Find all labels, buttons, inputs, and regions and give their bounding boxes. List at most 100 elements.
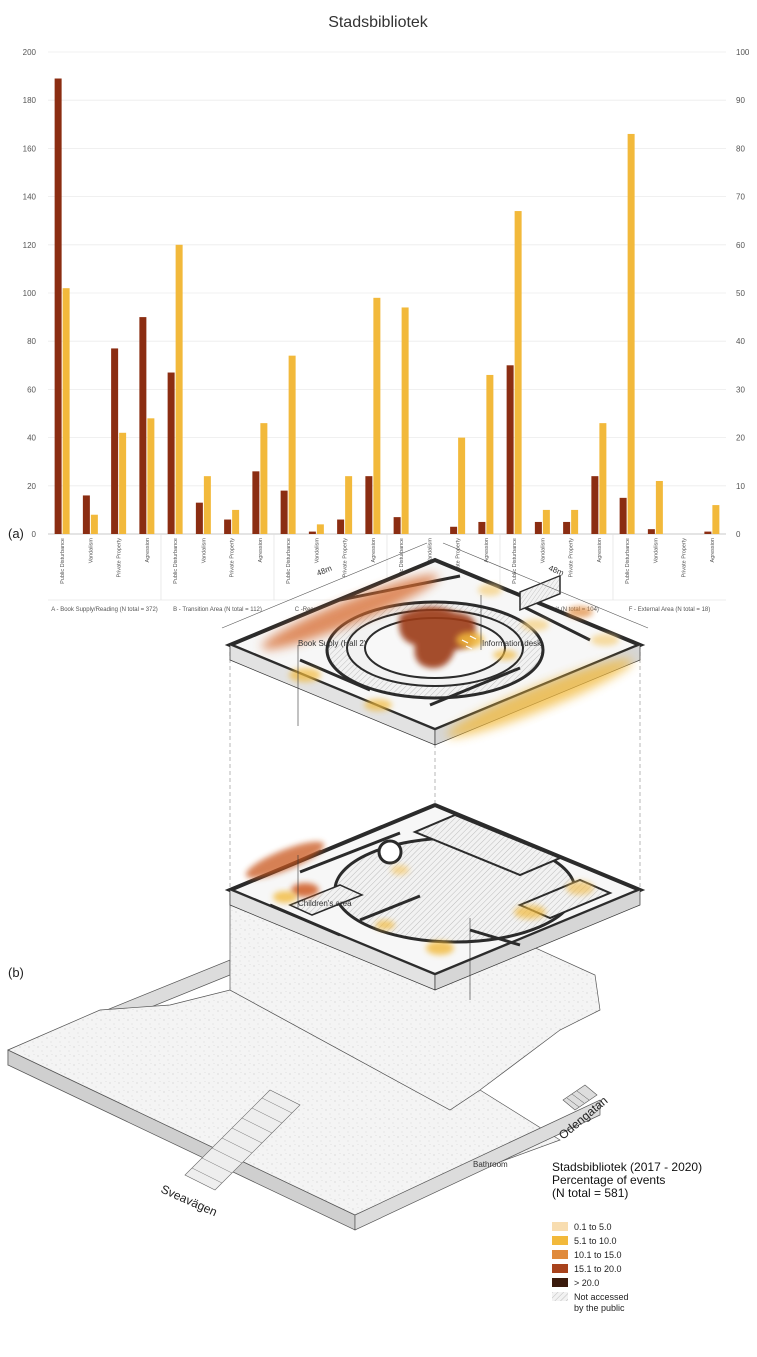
category-label: Private Property (343, 538, 349, 578)
bar-percentage (542, 509, 550, 534)
group-label: B - Transition Area (N total = 112) (173, 607, 262, 613)
group-label: A - Book Supply/Reading (N total = 372) (51, 607, 158, 613)
key-label: 15.1 to 20.0 (574, 1264, 622, 1274)
bar-percentage (203, 476, 211, 534)
category-label: Private Property (117, 538, 123, 578)
left-tick-label: 100 (23, 289, 37, 298)
bar-percentage (373, 297, 381, 534)
bar-percentage (514, 211, 522, 534)
key-swatch (552, 1264, 568, 1273)
left-tick-label: 160 (23, 144, 37, 153)
category-label: Vandalism (88, 538, 94, 564)
bar-total (54, 78, 62, 534)
label-information-desk: Information desk (482, 639, 542, 648)
chart-title: Stadsbibliotek (328, 14, 429, 31)
bar-total (82, 495, 90, 534)
category-label: Private Property (682, 538, 688, 578)
bar-total (563, 521, 571, 534)
bar-total (195, 502, 203, 534)
category-label: Vandalism (427, 538, 433, 564)
dimension-right: 48m (547, 564, 565, 578)
upper-floor (224, 557, 646, 746)
dimension-left: 48m (315, 564, 333, 578)
key-title-3: (N total = 581) (552, 1186, 628, 1200)
panel-label-a: (a) (8, 526, 24, 541)
bar-percentage (401, 307, 409, 534)
key-swatch (552, 1250, 568, 1259)
left-tick-label: 40 (27, 434, 36, 443)
right-tick-label: 30 (736, 385, 745, 394)
key-swatch (552, 1236, 568, 1245)
category-label: Private Property (230, 538, 236, 578)
key-label-not-accessed-1: Not accessed (574, 1292, 629, 1302)
key-title-1: Stadsbibliotek (2017 - 2020) (552, 1160, 702, 1174)
category-label: Private Property (569, 538, 575, 578)
bar-percentage (90, 514, 98, 534)
category-label: Agression (258, 538, 264, 562)
label-book-supply: Book Suply (Hall 2) (298, 639, 367, 648)
right-tick-label: 90 (736, 96, 745, 105)
bar-total (591, 476, 599, 534)
left-tick-label: 120 (23, 241, 37, 250)
bar-percentage (345, 476, 353, 534)
category-label: Vandalism (653, 538, 659, 564)
label-bathroom: Bathroom (473, 1160, 508, 1169)
bar-total (506, 365, 514, 534)
group-label: F - External Area (N total = 18) (629, 607, 711, 613)
category-label: Private Property (456, 538, 462, 578)
category-label: Public Disturbance (399, 538, 405, 584)
category-label: Public Disturbance (60, 538, 66, 584)
right-tick-label: 70 (736, 193, 745, 202)
key-swatch-not-accessed (552, 1292, 568, 1301)
left-tick-label: 20 (27, 482, 36, 491)
panel-label-b: (b) (8, 965, 24, 980)
bar-total (224, 519, 232, 534)
bar-percentage (712, 505, 720, 534)
key-label-not-accessed-2: by the public (574, 1303, 625, 1313)
category-label: Agression (710, 538, 716, 562)
bar-percentage (627, 133, 635, 534)
bar-percentage (458, 437, 466, 534)
bar-percentage (175, 244, 183, 535)
bar-percentage (119, 432, 127, 534)
heatmap-key: Stadsbibliotek (2017 - 2020) Percentage … (552, 1160, 702, 1313)
bar-total (280, 490, 288, 534)
bar-total (478, 521, 486, 534)
bar-total (111, 348, 119, 534)
bar-percentage (571, 509, 579, 534)
stairs-sveavagen (184, 1089, 301, 1191)
bar-percentage (62, 288, 70, 534)
category-label: Agression (145, 538, 151, 562)
dimension-lines (221, 542, 649, 629)
left-tick-label: 60 (27, 385, 36, 394)
bar-total (619, 497, 627, 534)
left-tick-label: 140 (23, 193, 37, 202)
category-label: Vandalism (201, 538, 207, 564)
bar-percentage (599, 423, 607, 534)
category-label: Public Disturbance (625, 538, 631, 584)
key-label: > 20.0 (574, 1278, 599, 1288)
isometric-diagram: 48m 48m Book Suply (Hall 2) Information … (7, 542, 649, 1231)
bar-chart: 0 20 40 60 80 100 120 140 160 180 200 0 10 20 30 40 50 60… (23, 48, 750, 629)
bar-total (252, 471, 260, 534)
bar-total (647, 529, 655, 534)
bar-percentage (288, 355, 296, 534)
right-tick-label: 50 (736, 289, 745, 298)
right-tick-label: 80 (736, 144, 745, 153)
label-childrens-area: Children's area (298, 899, 352, 908)
bar-percentage (316, 524, 324, 534)
bar-percentage (486, 374, 494, 534)
left-tick-label: 0 (32, 530, 37, 539)
ground-floor (224, 802, 646, 991)
bar-total (704, 531, 712, 534)
key-label: 5.1 to 10.0 (574, 1236, 617, 1246)
right-tick-label: 20 (736, 434, 745, 443)
bar-percentage (232, 509, 240, 534)
key-label: 0.1 to 5.0 (574, 1222, 612, 1232)
category-label: Public Disturbance (512, 538, 518, 584)
category-label: Agression (484, 538, 490, 562)
category-label: Agression (597, 538, 603, 562)
stairs-odengatan (562, 1084, 598, 1111)
bar-total (139, 317, 147, 534)
